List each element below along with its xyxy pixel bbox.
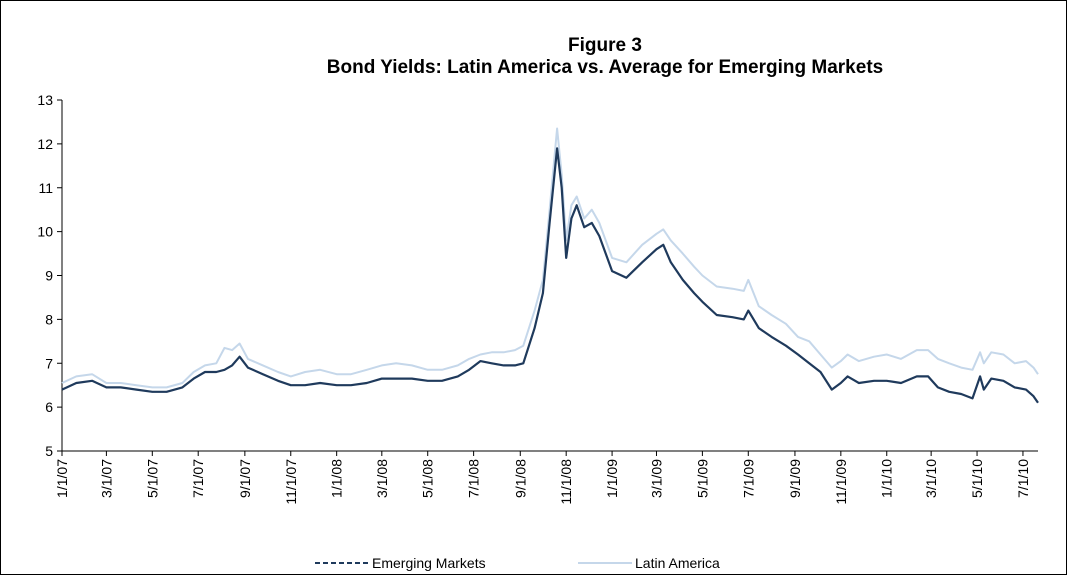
y-tick-label: 12 [37,136,53,152]
x-tick-label: 1/1/07 [54,459,70,498]
y-tick-label: 7 [45,355,53,371]
x-tick-label: 1/1/10 [879,459,895,498]
x-tick-label: 7/1/08 [466,459,482,498]
y-tick-label: 5 [45,443,53,459]
x-tick-label: 7/1/07 [190,459,206,498]
x-tick-label: 5/1/07 [144,459,160,498]
y-tick-label: 11 [38,180,53,196]
y-tick-label: 13 [37,92,53,108]
legend: Emerging Markets Latin America [315,555,720,571]
x-tick-label: 11/1/08 [558,459,574,505]
y-tick-label: 8 [45,311,53,327]
x-tick-label: 7/1/09 [740,459,756,498]
x-tick-label: 3/1/07 [98,459,114,498]
series-line-emerging-markets [61,147,1039,404]
plot-area: 5 6 7 8 9 10 11 12 13 1/1/07 3/1/07 5/1/07 7/1/07 9/1… [37,92,1039,505]
x-tick-label: 1/1/08 [329,459,345,498]
x-tick-label: 7/1/10 [1015,459,1031,498]
y-tick-label: 9 [45,268,53,284]
x-tick-label: 1/1/09 [604,459,620,498]
x-tick-label: 3/1/10 [923,459,939,498]
x-tick-label: 9/1/09 [787,459,803,498]
x-tick-label: 9/1/07 [237,459,253,498]
x-tick-label: 11/1/09 [833,459,849,505]
x-tick-label: 9/1/08 [512,459,528,498]
x-tick-label: 3/1/08 [374,459,390,498]
series-line-latin-america [61,127,1039,389]
x-tick-label: 11/1/07 [283,459,299,505]
chart-title: Figure 3 [568,35,642,56]
legend-label-emerging-markets: Emerging Markets [372,555,486,571]
y-tick-label: 6 [45,399,53,415]
legend-label-latin-america: Latin America [635,555,720,571]
x-tick-label: 3/1/09 [648,459,664,498]
x-tick-label: 5/1/09 [694,459,710,498]
x-tick-label: 5/1/08 [420,459,436,498]
chart-subtitle: Bond Yields: Latin America vs. Average f… [327,57,883,78]
y-tick-label: 10 [37,224,53,240]
x-tick-label: 5/1/10 [969,459,985,498]
